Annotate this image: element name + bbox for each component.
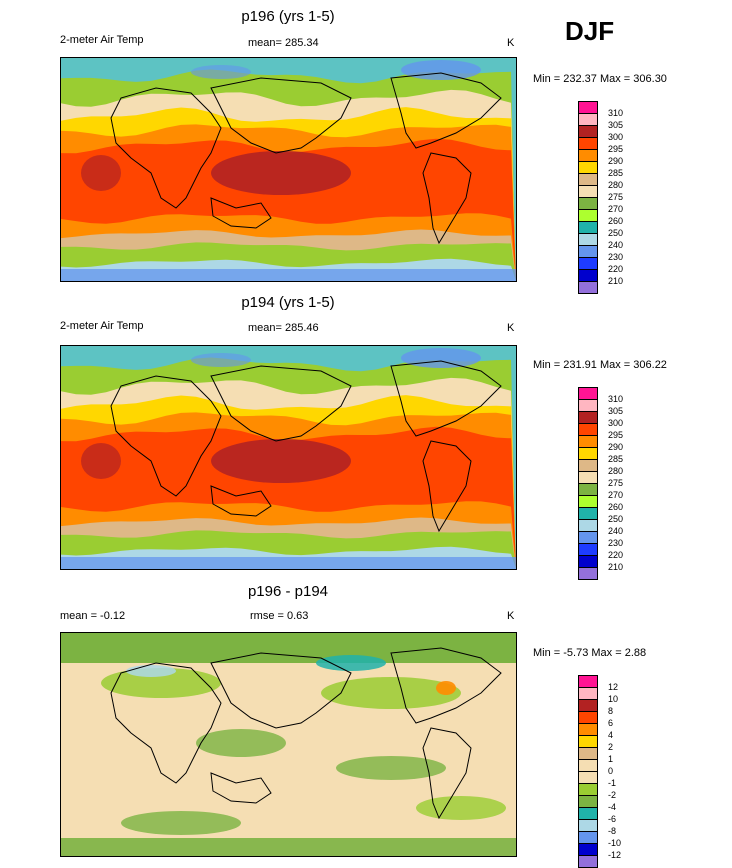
colorbar-label: 260 bbox=[608, 216, 624, 226]
colorbar-label: -1 bbox=[608, 778, 617, 788]
colorbar-label: 6 bbox=[608, 718, 614, 728]
colorbar-label: 295 bbox=[608, 144, 624, 154]
colorbar-label: 240 bbox=[608, 240, 624, 250]
colorbar-label: 275 bbox=[608, 192, 624, 202]
colorbar-label: 230 bbox=[608, 252, 624, 262]
colorbar-label: 0 bbox=[608, 766, 614, 776]
colorbar-label: 240 bbox=[608, 526, 624, 536]
colorbar-label: 295 bbox=[608, 430, 624, 440]
colorbar-label: -8 bbox=[608, 826, 617, 836]
panel-3-minmax: Min = -5.73 Max = 2.88 bbox=[533, 647, 647, 659]
colorbar-label: 310 bbox=[608, 394, 624, 404]
panel-2-mean: mean= 285.46 bbox=[248, 322, 319, 334]
panel-2-title: p194 (yrs 1-5) bbox=[241, 294, 335, 311]
panel-3-rmse: rmse = 0.63 bbox=[250, 610, 309, 622]
colorbar-label: 290 bbox=[608, 442, 624, 452]
colorbar-label: 305 bbox=[608, 120, 624, 130]
colorbar-label: 2 bbox=[608, 742, 614, 752]
colorbar-label: -2 bbox=[608, 790, 617, 800]
colorbar-label: 220 bbox=[608, 550, 624, 560]
colorbar-label: -10 bbox=[608, 838, 622, 848]
colorbar-label: 210 bbox=[608, 276, 624, 286]
colorbar-label: 310 bbox=[608, 108, 624, 118]
colorbar-label: 280 bbox=[608, 466, 624, 476]
panel-2-units: K bbox=[507, 322, 515, 334]
colorbar-label: 270 bbox=[608, 490, 624, 500]
colorbar-swatch bbox=[578, 281, 598, 294]
panel-2-variable: 2-meter Air Temp bbox=[60, 320, 144, 332]
panel-2-colorbar: 310 305 300 295 290 285 280 275 270 260 250 240 230 2… bbox=[578, 387, 638, 580]
panel-1-variable: 2-meter Air Temp bbox=[60, 34, 144, 46]
colorbar-label: 12 bbox=[608, 682, 619, 692]
colorbar-label: 220 bbox=[608, 264, 624, 274]
colorbar-label: -6 bbox=[608, 814, 617, 824]
colorbar-label: -4 bbox=[608, 802, 617, 812]
colorbar-label: 300 bbox=[608, 418, 624, 428]
colorbar-label: 1 bbox=[608, 754, 614, 764]
colorbar-label: 10 bbox=[608, 694, 619, 704]
panel-3-title: p196 - p194 bbox=[247, 583, 329, 600]
colorbar-label: 8 bbox=[608, 706, 614, 716]
colorbar-swatch bbox=[578, 567, 598, 580]
colorbar-swatch bbox=[578, 855, 598, 868]
colorbar-label: 210 bbox=[608, 562, 624, 572]
colorbar-label: 305 bbox=[608, 406, 624, 416]
colorbar-label: 285 bbox=[608, 454, 624, 464]
colorbar-label: 230 bbox=[608, 538, 624, 548]
colorbar-label: 275 bbox=[608, 478, 624, 488]
panel-1-title: p196 (yrs 1-5) bbox=[241, 8, 335, 25]
panel-2-map bbox=[60, 345, 517, 570]
colorbar-label: 285 bbox=[608, 168, 624, 178]
colorbar-label: 300 bbox=[608, 132, 624, 142]
colorbar-label: 250 bbox=[608, 514, 624, 524]
colorbar-label: -12 bbox=[608, 850, 622, 860]
colorbar-label: 270 bbox=[608, 204, 624, 214]
panel-3-units: K bbox=[507, 610, 515, 622]
panel-3-map bbox=[60, 632, 517, 857]
colorbar-label: 260 bbox=[608, 502, 624, 512]
colorbar-label: 4 bbox=[608, 730, 614, 740]
panel-3-colorbar: 12 10 8 6 4 2 1 0 -1 -2 -4 -6 -8 -10 -12 bbox=[578, 675, 638, 868]
colorbar-label: 280 bbox=[608, 180, 624, 190]
panel-1-colorbar: 310 305 300 295 290 285 280 275 270 260 250 240 230 2… bbox=[578, 101, 638, 294]
panel-1-units: K bbox=[507, 37, 515, 49]
panel-2-minmax: Min = 231.91 Max = 306.22 bbox=[533, 359, 667, 371]
panel-1-mean: mean= 285.34 bbox=[248, 37, 319, 49]
panel-3-mean: mean = -0.12 bbox=[60, 610, 126, 622]
panel-1-map bbox=[60, 57, 517, 282]
colorbar-label: 250 bbox=[608, 228, 624, 238]
panel-1-minmax: Min = 232.37 Max = 306.30 bbox=[533, 73, 667, 85]
season-label: DJF bbox=[565, 16, 615, 46]
colorbar-label: 290 bbox=[608, 156, 624, 166]
